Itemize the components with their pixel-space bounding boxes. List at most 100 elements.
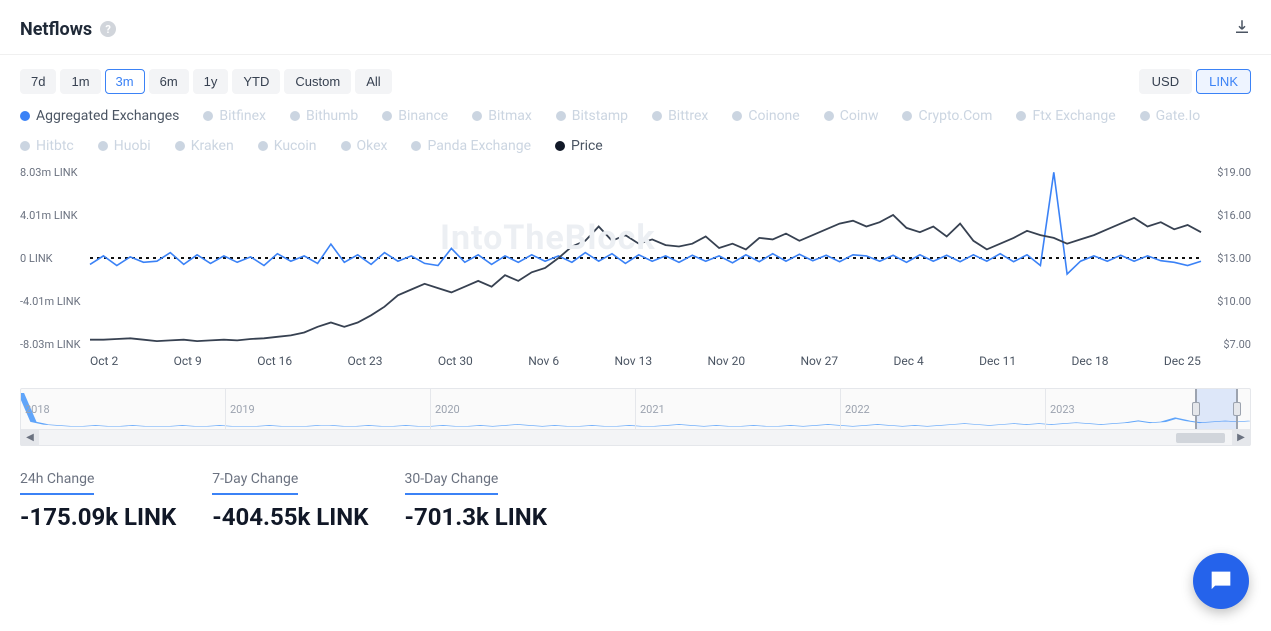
legend-label: Price — [571, 138, 603, 154]
legend-item-kucoin[interactable]: Kucoin — [258, 138, 317, 154]
x-tick-label: Dec 25 — [1164, 354, 1201, 368]
legend-item-huobi[interactable]: Huobi — [98, 138, 151, 154]
y-left-tick-label: 4.01m LINK — [20, 209, 78, 222]
y-right-tick-label: $10.00 — [1217, 295, 1251, 308]
time-range-1m[interactable]: 1m — [60, 69, 100, 94]
legend-label: Aggregated Exchanges — [36, 108, 179, 124]
x-tick-label: Dec 18 — [1072, 354, 1109, 368]
legend-item-ftx-exchange[interactable]: Ftx Exchange — [1016, 108, 1115, 124]
legend-dot-icon — [411, 141, 421, 151]
time-range-7d[interactable]: 7d — [20, 69, 56, 94]
legend-dot-icon — [258, 141, 268, 151]
x-tick-label: Oct 9 — [174, 354, 202, 368]
legend-dot-icon — [1016, 111, 1026, 121]
legend-label: Kucoin — [274, 138, 317, 154]
legend-item-hitbtc[interactable]: Hitbtc — [20, 138, 74, 154]
legend-dot-icon — [20, 141, 30, 151]
legend-dot-icon — [472, 111, 482, 121]
scroll-thumb[interactable] — [1176, 433, 1225, 443]
currency-usd[interactable]: USD — [1139, 69, 1192, 94]
legend-dot-icon — [175, 141, 185, 151]
legend-item-binance[interactable]: Binance — [382, 108, 448, 124]
chat-button[interactable] — [1193, 553, 1249, 609]
navigator-handle-right[interactable] — [1233, 402, 1241, 416]
legend-item-bitmax[interactable]: Bitmax — [472, 108, 532, 124]
y-left-tick-label: -4.01m LINK — [20, 295, 81, 308]
legend-item-price[interactable]: Price — [555, 138, 603, 154]
legend-item-okex[interactable]: Okex — [341, 138, 388, 154]
time-range-all[interactable]: All — [355, 69, 391, 94]
y-right-tick-label: $13.00 — [1217, 252, 1251, 265]
time-range-custom[interactable]: Custom — [284, 69, 351, 94]
currency-link[interactable]: LINK — [1196, 69, 1251, 94]
legend-dot-icon — [341, 141, 351, 151]
navigator-scrollbar[interactable]: ◀ ▶ — [21, 429, 1250, 445]
navigator-handle-left[interactable] — [1192, 402, 1200, 416]
legend-item-bittrex[interactable]: Bittrex — [652, 108, 708, 124]
legend-label: Bitfinex — [219, 108, 266, 124]
page-title: Netflows — [20, 19, 92, 40]
help-icon[interactable]: ? — [100, 21, 116, 37]
x-tick-label: Dec 11 — [979, 354, 1016, 368]
y-left-tick-label: 0 LINK — [20, 252, 53, 265]
x-tick-label: Oct 23 — [348, 354, 383, 368]
legend-label: Kraken — [191, 138, 234, 154]
time-range-6m[interactable]: 6m — [149, 69, 189, 94]
x-tick-label: Dec 4 — [893, 354, 923, 368]
legend-label: Bithumb — [306, 108, 358, 124]
legend-dot-icon — [824, 111, 834, 121]
y-right-tick-label: $7.00 — [1223, 338, 1251, 351]
stat-30-day-change: 30-Day Change-701.3k LINK — [405, 468, 547, 531]
x-tick-label: Nov 27 — [800, 354, 838, 368]
legend-item-bithumb[interactable]: Bithumb — [290, 108, 358, 124]
legend-item-bitfinex[interactable]: Bitfinex — [203, 108, 266, 124]
time-range-group: 7d1m3m6m1yYTDCustomAll — [20, 69, 392, 94]
legend-label: Ftx Exchange — [1032, 108, 1115, 124]
legend-item-coinw[interactable]: Coinw — [824, 108, 879, 124]
legend-label: Binance — [398, 108, 448, 124]
time-range-3m[interactable]: 3m — [105, 69, 145, 94]
scroll-left-icon[interactable]: ◀ — [21, 430, 39, 446]
legend-dot-icon — [290, 111, 300, 121]
time-range-1y[interactable]: 1y — [193, 69, 229, 94]
legend-item-crypto-com[interactable]: Crypto.Com — [902, 108, 992, 124]
legend-label: Gate.Io — [1156, 108, 1201, 124]
x-tick-label: Nov 6 — [528, 354, 559, 368]
legend-item-panda-exchange[interactable]: Panda Exchange — [411, 138, 531, 154]
y-left-tick-label: 8.03m LINK — [20, 166, 78, 179]
legend-dot-icon — [555, 141, 565, 151]
legend-label: Coinone — [748, 108, 799, 124]
legend-label: Coinw — [840, 108, 879, 124]
stat-label: 24h Change — [20, 471, 94, 495]
stat-label: 7-Day Change — [212, 471, 298, 495]
navigator-selection[interactable] — [1195, 389, 1238, 429]
legend-item-gate-io[interactable]: Gate.Io — [1140, 108, 1201, 124]
legend-item-bitstamp[interactable]: Bitstamp — [556, 108, 628, 124]
legend-dot-icon — [652, 111, 662, 121]
legend-label: Huobi — [114, 138, 151, 154]
stat-value: -404.55k LINK — [212, 503, 368, 531]
currency-group: USDLINK — [1139, 69, 1251, 94]
legend-label: Crypto.Com — [918, 108, 992, 124]
legend-dot-icon — [203, 111, 213, 121]
stat-value: -175.09k LINK — [20, 503, 176, 531]
time-range-ytd[interactable]: YTD — [232, 69, 280, 94]
stat-value: -701.3k LINK — [405, 503, 547, 531]
legend-dot-icon — [1140, 111, 1150, 121]
x-tick-label: Nov 13 — [614, 354, 652, 368]
stat-24h-change: 24h Change -175.09k LINK — [20, 468, 176, 531]
legend-item-aggregated-exchanges[interactable]: Aggregated Exchanges — [20, 108, 179, 124]
legend-dot-icon — [20, 111, 30, 121]
legend-item-coinone[interactable]: Coinone — [732, 108, 799, 124]
y-right-tick-label: $16.00 — [1217, 209, 1251, 222]
x-tick-label: Oct 2 — [90, 354, 118, 368]
legend: Aggregated Exchanges Bitfinex Bithumb Binan… — [0, 100, 1271, 158]
stats-row: 24h Change -175.09k LINK 7-Day Change -404.… — [0, 446, 1271, 531]
x-tick-label: Nov 20 — [707, 354, 745, 368]
legend-item-kraken[interactable]: Kraken — [175, 138, 234, 154]
netflow-chart: 8.03m LINK 4.01m LINK 0 LINK -4.01m LINK -8.… — [20, 168, 1251, 378]
download-icon[interactable] — [1233, 18, 1251, 40]
navigator[interactable]: 201820192020202120222023 ◀ ▶ — [20, 388, 1251, 446]
y-left-tick-label: -8.03m LINK — [20, 338, 81, 351]
scroll-right-icon[interactable]: ▶ — [1232, 430, 1250, 446]
